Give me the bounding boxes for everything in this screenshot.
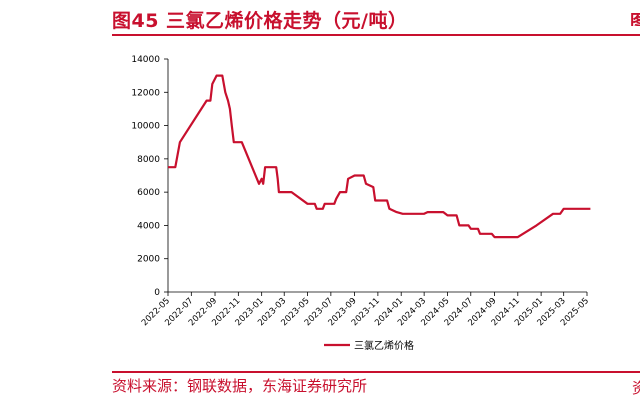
x-axis: 2022-052022-072022-092022-112023-012023-… xyxy=(140,291,591,328)
y-tick-label: 10000 xyxy=(131,122,160,132)
price-chart: 0 2000 4000 6000 8000 10000 12000 14000 2022-05… xyxy=(131,55,591,352)
y-tick-label: 4000 xyxy=(137,221,160,231)
y-tick-label: 6000 xyxy=(137,188,160,198)
series-layer xyxy=(168,74,591,239)
legend: 三氯乙烯价格 xyxy=(324,339,414,352)
y-tick-label: 2000 xyxy=(137,255,160,265)
source-rule xyxy=(112,371,640,373)
next-source-clip: 资 xyxy=(632,379,640,395)
y-tick-label: 0 xyxy=(154,288,160,298)
source-note: 资料来源：钢联数据，东海证券研究所 xyxy=(112,377,368,395)
y-tick-label: 8000 xyxy=(137,155,160,165)
title-rule xyxy=(112,34,640,36)
figure-title: 图45 三氯乙烯价格走势（元/吨） xyxy=(112,10,408,32)
series-line xyxy=(168,74,591,239)
y-tick-label: 12000 xyxy=(131,88,160,98)
y-axis: 0 2000 4000 6000 8000 10000 12000 14000 xyxy=(131,55,169,298)
y-tick-label: 14000 xyxy=(131,55,160,65)
legend-label: 三氯乙烯价格 xyxy=(354,339,414,352)
next-figure-title-clip: 图 xyxy=(630,12,640,26)
